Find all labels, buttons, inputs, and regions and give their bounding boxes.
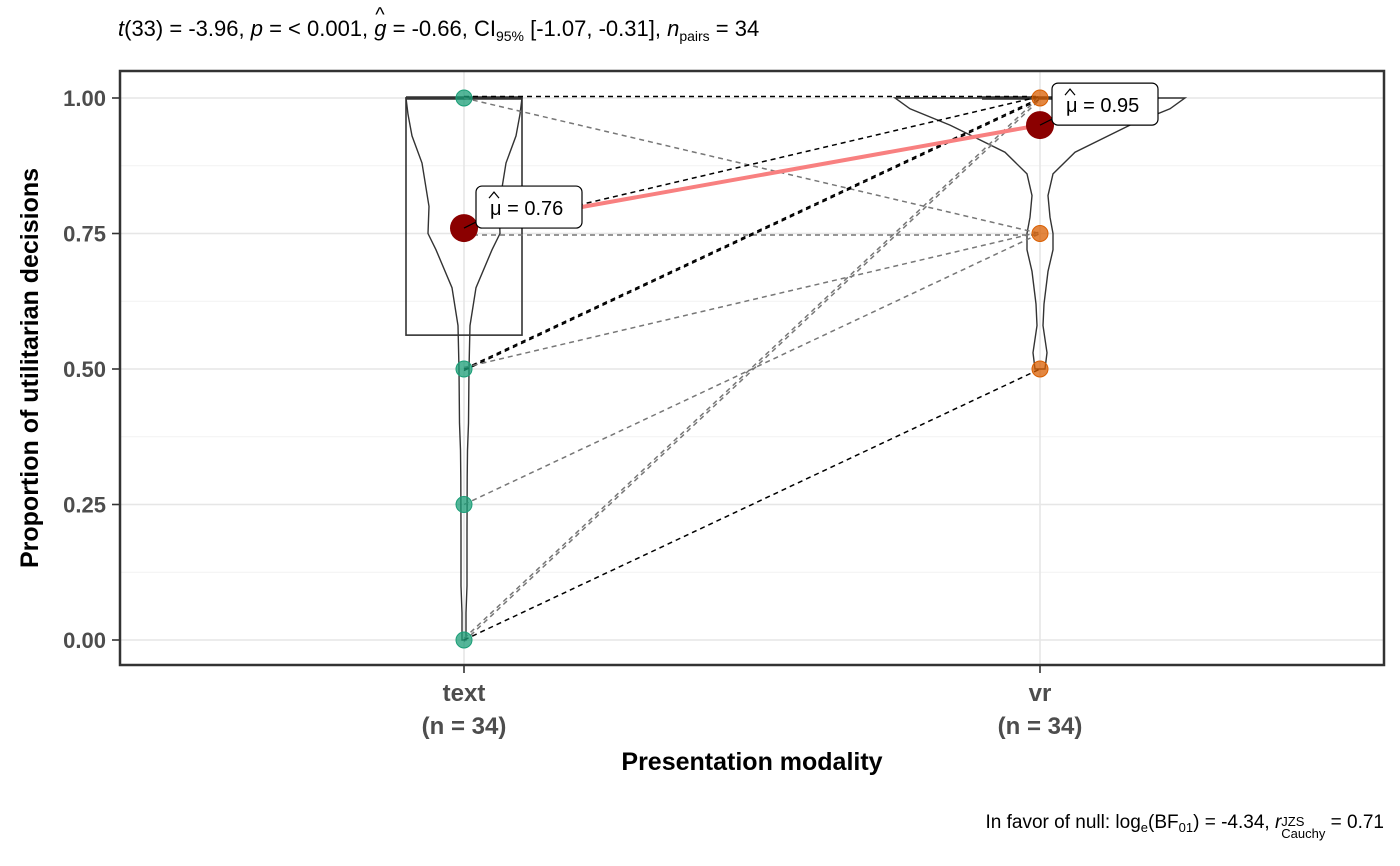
y-tick-label: 0.00: [63, 628, 106, 653]
x-axis-label: Presentation modality: [621, 748, 882, 776]
point-vr: [1031, 360, 1049, 378]
mean-hat-icon: [488, 191, 500, 199]
pair-line: [463, 98, 1041, 372]
y-axis-ticks: 0.00 0.25 0.50 0.75 1.00: [63, 86, 120, 653]
x-axis-ticks: text (n = 34) vr (n = 34): [422, 665, 1083, 740]
y-tick-label: 0.25: [63, 493, 106, 518]
paired-lines: [463, 95, 1041, 643]
mean-label-box-vr: [1051, 82, 1159, 126]
point-text: [455, 360, 473, 378]
x-tick-count-text: (n = 34): [422, 713, 507, 740]
mean-markers: μ = 0.76 μ = 0.95: [450, 82, 1159, 243]
pair-line: [463, 232, 1041, 506]
point-text: [455, 496, 473, 513]
mean-label-box-text: [475, 185, 583, 229]
point-vr: [1031, 225, 1049, 242]
mean-label-vr: μ = 0.95: [1066, 95, 1139, 117]
mean-hat-icon: [1064, 88, 1076, 96]
y-tick-label: 0.75: [63, 222, 106, 247]
point-text: [455, 631, 473, 649]
mean-point-vr: [1026, 111, 1054, 140]
chart-subtitle: t(33) = -3.96, p = < 0.001, g = -0.66, C…: [118, 4, 759, 44]
point-vr: [1031, 89, 1049, 107]
x-tick-label-text: text: [443, 680, 486, 707]
pair-line: [463, 98, 1041, 643]
pair-line: [463, 95, 1041, 640]
y-axis-label: Proportion of utilitarian decisions: [16, 168, 44, 568]
plot-panel-border: [118, 69, 1386, 667]
pair-line: [463, 368, 1041, 641]
point-text: [455, 89, 473, 107]
y-tick-label: 1.00: [63, 86, 106, 111]
pair-line: [463, 231, 1041, 369]
y-tick-label: 0.50: [63, 357, 106, 382]
x-tick-label-vr: vr: [1029, 680, 1052, 707]
gridlines: [120, 71, 1384, 665]
pair-line: [463, 97, 1041, 370]
violin-vr: [892, 97, 1188, 370]
mean-label-text: μ = 0.76: [490, 198, 563, 220]
x-tick-count-vr: (n = 34): [998, 713, 1083, 740]
